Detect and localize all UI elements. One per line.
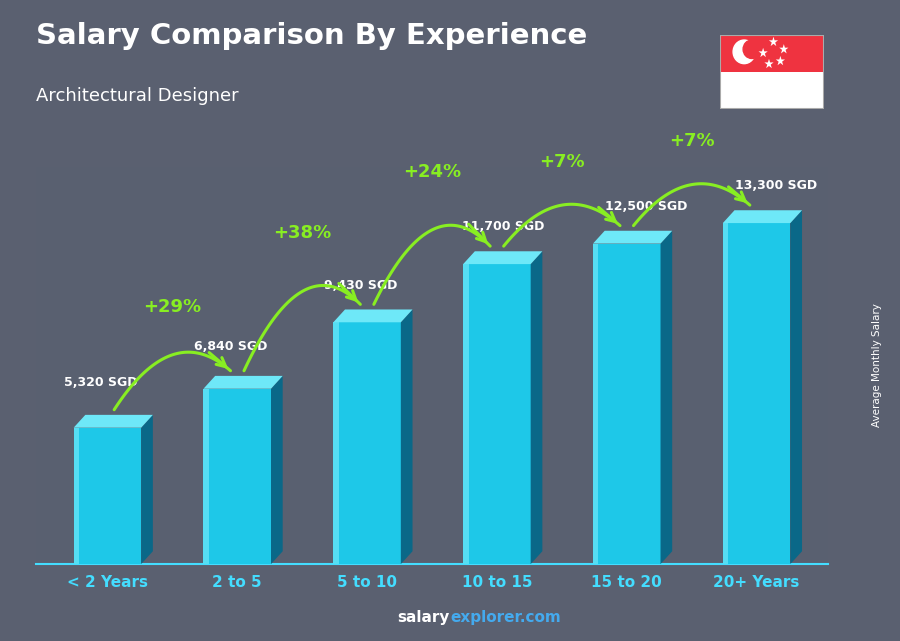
Text: salary: salary xyxy=(398,610,450,625)
Polygon shape xyxy=(661,231,672,564)
Polygon shape xyxy=(464,251,543,264)
Polygon shape xyxy=(790,210,802,564)
Polygon shape xyxy=(776,56,785,65)
Polygon shape xyxy=(333,322,338,564)
Polygon shape xyxy=(759,48,768,57)
Polygon shape xyxy=(593,244,598,564)
Polygon shape xyxy=(203,388,209,564)
Polygon shape xyxy=(723,223,728,564)
Polygon shape xyxy=(141,415,153,564)
Text: 6,840 SGD: 6,840 SGD xyxy=(194,340,267,353)
Polygon shape xyxy=(400,310,412,564)
FancyBboxPatch shape xyxy=(723,223,790,564)
Text: +7%: +7% xyxy=(669,132,715,150)
Text: 13,300 SGD: 13,300 SGD xyxy=(735,179,817,192)
Text: +38%: +38% xyxy=(273,224,331,242)
Bar xyxy=(720,35,824,72)
Text: 12,500 SGD: 12,500 SGD xyxy=(605,200,688,213)
Polygon shape xyxy=(593,231,672,244)
Polygon shape xyxy=(764,59,774,68)
Circle shape xyxy=(734,40,755,63)
Text: +29%: +29% xyxy=(143,297,202,315)
Polygon shape xyxy=(464,264,469,564)
FancyBboxPatch shape xyxy=(333,322,400,564)
Polygon shape xyxy=(779,44,788,53)
Text: explorer.com: explorer.com xyxy=(450,610,561,625)
Polygon shape xyxy=(531,251,543,564)
Polygon shape xyxy=(74,415,153,428)
Polygon shape xyxy=(333,310,412,322)
Circle shape xyxy=(743,40,760,58)
Polygon shape xyxy=(723,210,802,223)
FancyBboxPatch shape xyxy=(203,388,271,564)
Text: 11,700 SGD: 11,700 SGD xyxy=(463,221,544,233)
Polygon shape xyxy=(74,428,79,564)
FancyBboxPatch shape xyxy=(593,244,661,564)
FancyBboxPatch shape xyxy=(74,428,141,564)
Bar xyxy=(720,72,824,109)
Text: +7%: +7% xyxy=(539,153,585,171)
Text: Salary Comparison By Experience: Salary Comparison By Experience xyxy=(36,22,587,51)
Polygon shape xyxy=(769,37,778,46)
Text: 5,320 SGD: 5,320 SGD xyxy=(64,376,138,389)
Text: 9,430 SGD: 9,430 SGD xyxy=(324,279,397,292)
Text: Architectural Designer: Architectural Designer xyxy=(36,87,238,104)
Polygon shape xyxy=(271,376,283,564)
FancyBboxPatch shape xyxy=(464,264,531,564)
Text: Average Monthly Salary: Average Monthly Salary xyxy=(872,303,883,428)
Polygon shape xyxy=(203,376,283,388)
Text: +24%: +24% xyxy=(403,163,461,181)
